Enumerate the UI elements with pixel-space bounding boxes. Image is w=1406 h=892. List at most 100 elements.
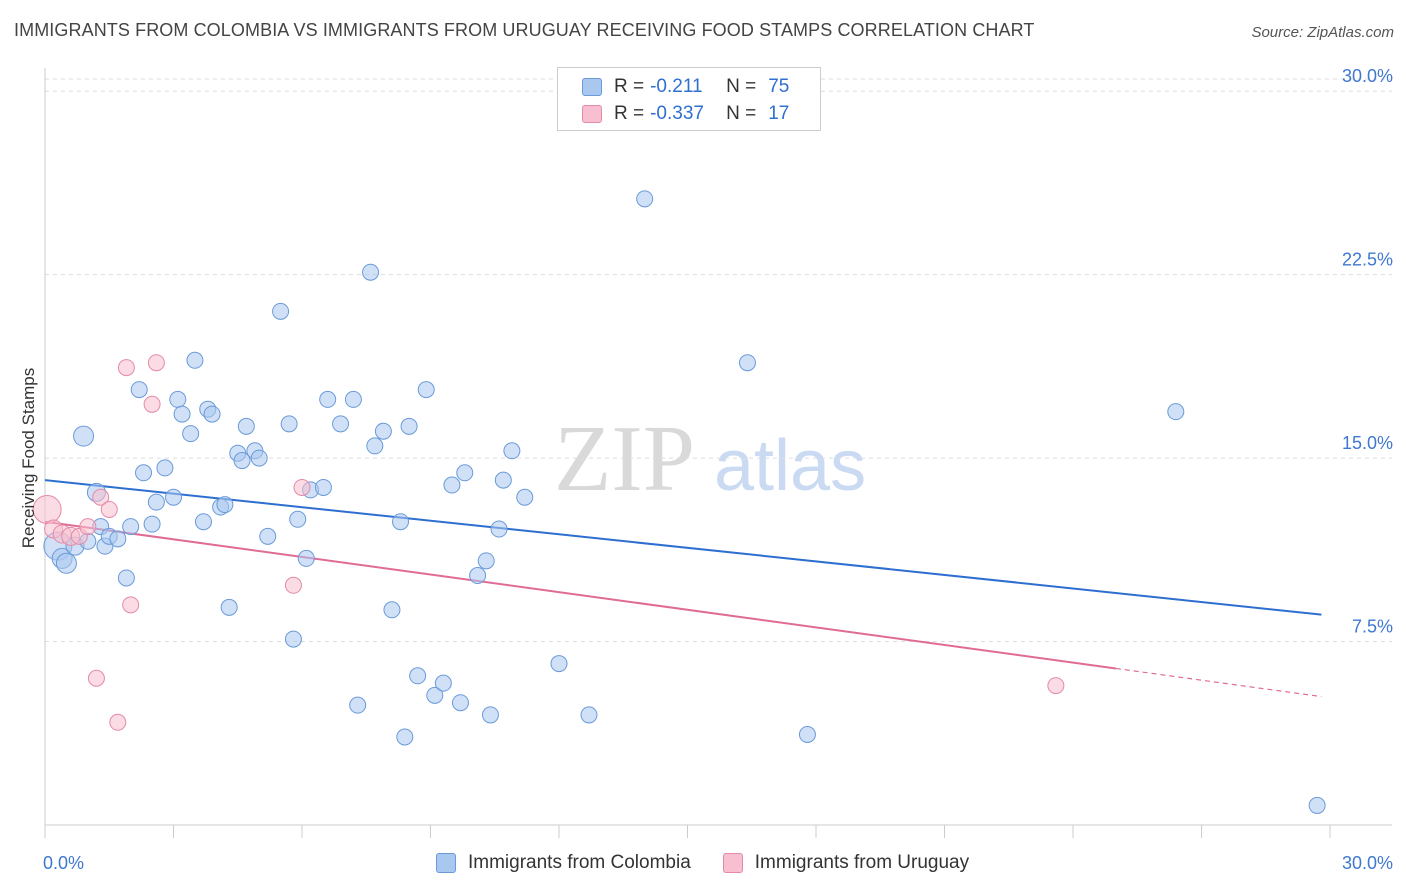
uruguay-point bbox=[87, 669, 105, 687]
colombia-point bbox=[220, 598, 238, 616]
colombia-point bbox=[109, 530, 127, 548]
colombia-point bbox=[349, 696, 367, 714]
colombia-point bbox=[297, 549, 315, 567]
colombia-point bbox=[169, 390, 187, 408]
watermark-zip: ZIP bbox=[554, 407, 695, 511]
colombia-point bbox=[143, 515, 161, 533]
colombia-point bbox=[147, 493, 165, 511]
watermark-atlas: atlas bbox=[714, 426, 866, 506]
colombia-point bbox=[194, 513, 212, 531]
colombia-point bbox=[233, 452, 251, 470]
colombia-point bbox=[186, 351, 204, 369]
x-tick-label: 30.0% bbox=[1342, 853, 1393, 873]
r-value: -0.337 bbox=[650, 103, 704, 124]
watermark: ZIP atlas bbox=[554, 407, 866, 511]
y-tick-labels: 7.5% 15.0% 22.5% 30.0% bbox=[1342, 66, 1393, 636]
colombia-point bbox=[319, 390, 337, 408]
uruguay-trend-extension bbox=[1115, 667, 1322, 698]
colombia-point bbox=[516, 488, 534, 506]
uruguay-point bbox=[109, 713, 127, 731]
uruguay-point bbox=[122, 596, 140, 614]
uruguay-point bbox=[284, 576, 302, 594]
colombia-point bbox=[443, 476, 461, 494]
colombia-point bbox=[135, 464, 153, 482]
colombia-point bbox=[434, 674, 452, 692]
y-tick-label: 7.5% bbox=[1352, 617, 1393, 637]
colombia-point bbox=[503, 442, 521, 460]
colombia-point bbox=[156, 459, 174, 477]
trend-lines bbox=[44, 479, 1322, 698]
colombia-point bbox=[250, 449, 268, 467]
colombia-point bbox=[469, 567, 487, 585]
colombia-point bbox=[332, 415, 350, 433]
colombia-point bbox=[738, 354, 756, 372]
colombia-point bbox=[426, 686, 444, 704]
x-tick-label: 0.0% bbox=[43, 853, 84, 873]
y-axis-label: Receiving Food Stamps bbox=[19, 368, 38, 548]
uruguay-point bbox=[293, 478, 311, 496]
colombia-point bbox=[237, 417, 255, 435]
uruguay-point bbox=[92, 488, 110, 506]
colombia-point bbox=[366, 437, 384, 455]
colombia-point bbox=[182, 425, 200, 443]
colombia-point bbox=[1308, 796, 1326, 814]
colombia-point bbox=[259, 527, 277, 545]
n-label: N = bbox=[726, 103, 757, 124]
colombia-point bbox=[481, 706, 499, 724]
colombia-point bbox=[1167, 403, 1185, 421]
legend-label-uruguay: Immigrants from Uruguay bbox=[754, 852, 970, 873]
colombia-swatch bbox=[582, 78, 602, 96]
colombia-point bbox=[456, 464, 474, 482]
uruguay-point bbox=[79, 518, 97, 536]
r-label: R = bbox=[614, 103, 645, 124]
colombia-point bbox=[130, 381, 148, 399]
y-tick-label: 15.0% bbox=[1342, 433, 1393, 453]
colombia-point bbox=[122, 518, 140, 536]
correlation-legend: R = -0.211 N = 75 R = -0.337 N = 17 bbox=[557, 67, 821, 131]
colombia-point bbox=[55, 552, 77, 574]
legend-row-uruguay: R = -0.337 N = 17 bbox=[582, 101, 789, 127]
colombia-point bbox=[396, 728, 414, 746]
colombia-point bbox=[417, 381, 435, 399]
r-label: R = bbox=[614, 76, 645, 97]
colombia-point bbox=[203, 405, 221, 423]
legend-item-uruguay[interactable]: Immigrants from Uruguay bbox=[722, 852, 970, 874]
colombia-point bbox=[165, 488, 182, 506]
colombia-trend-line bbox=[44, 479, 1322, 616]
colombia-point bbox=[280, 415, 298, 433]
colombia-swatch bbox=[436, 853, 456, 873]
series-legend: Immigrants from Colombia Immigrants from… bbox=[436, 852, 1001, 874]
n-value: 17 bbox=[768, 103, 790, 124]
n-value: 75 bbox=[768, 76, 790, 97]
colombia-point bbox=[284, 630, 302, 648]
uruguay-point bbox=[143, 395, 161, 413]
colombia-point bbox=[490, 520, 508, 538]
y-tick-label: 22.5% bbox=[1342, 250, 1393, 270]
uruguay-point bbox=[147, 354, 165, 372]
x-tick-labels: 0.0% 30.0% bbox=[43, 853, 1393, 873]
colombia-point bbox=[580, 706, 598, 724]
uruguay-swatch bbox=[582, 105, 602, 123]
colombia-point bbox=[314, 478, 332, 496]
colombia-point bbox=[477, 552, 495, 570]
n-label: N = bbox=[726, 76, 757, 97]
y-tick-label: 30.0% bbox=[1342, 66, 1393, 86]
uruguay-trend-line bbox=[44, 520, 1116, 670]
colombia-point bbox=[117, 569, 135, 587]
colombia-point bbox=[216, 496, 234, 514]
colombia-point bbox=[392, 513, 410, 531]
colombia-point bbox=[550, 655, 568, 673]
colombia-point bbox=[451, 694, 469, 712]
colombia-point bbox=[289, 510, 307, 528]
legend-row-colombia: R = -0.211 N = 75 bbox=[582, 74, 789, 100]
colombia-point bbox=[272, 302, 290, 320]
colombia-point bbox=[362, 263, 380, 281]
colombia-point bbox=[400, 417, 418, 435]
colombia-point bbox=[383, 601, 401, 619]
uruguay-point bbox=[117, 359, 135, 377]
data-points bbox=[32, 190, 1326, 814]
legend-item-colombia[interactable]: Immigrants from Colombia bbox=[436, 852, 691, 874]
axes bbox=[44, 68, 1392, 838]
colombia-point bbox=[494, 471, 512, 489]
